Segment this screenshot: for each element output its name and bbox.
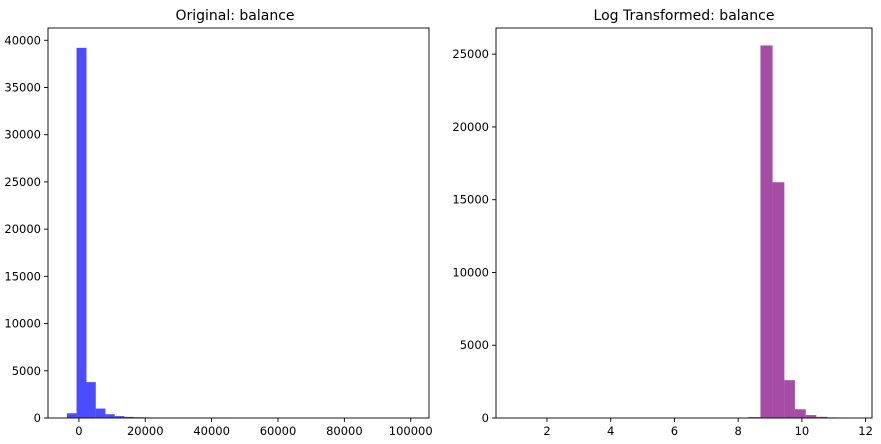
log-transformed-balance-chart: Log Transformed: balance 2 4 6 8 10 12 0 5000 1… bbox=[452, 8, 873, 438]
y-tick-label: 10000 bbox=[452, 265, 489, 279]
x-axis-ticks: 2 4 6 8 10 12 bbox=[543, 418, 873, 438]
x-tick-label: 10 bbox=[795, 424, 810, 438]
x-tick-label: 4 bbox=[607, 424, 614, 438]
y-tick-label: 20000 bbox=[4, 222, 41, 236]
y-tick-label: 0 bbox=[482, 411, 489, 425]
histogram-bar bbox=[816, 416, 828, 418]
x-tick-label: 60000 bbox=[260, 424, 297, 438]
histogram-bar bbox=[784, 380, 795, 418]
histogram-bar bbox=[76, 47, 87, 418]
original-balance-chart: Original: balance 0 20000 40000 60000 80000 1… bbox=[4, 8, 432, 438]
y-axis-ticks: 0 5000 10000 15000 20000 25000 30000 35000 40000 bbox=[4, 33, 48, 425]
y-tick-label: 40000 bbox=[4, 33, 41, 47]
chart-title: Original: balance bbox=[175, 8, 294, 24]
axes-frame bbox=[47, 27, 430, 419]
x-tick-label: 12 bbox=[858, 424, 873, 438]
x-tick-label: 100000 bbox=[389, 424, 433, 438]
y-axis-ticks: 0 5000 10000 15000 20000 25000 bbox=[452, 47, 496, 425]
y-tick-label: 15000 bbox=[4, 269, 41, 283]
y-tick-label: 5000 bbox=[460, 338, 489, 352]
histogram-bar bbox=[66, 413, 77, 418]
x-axis-ticks: 0 20000 40000 60000 80000 100000 bbox=[75, 418, 433, 438]
y-tick-label: 25000 bbox=[452, 47, 489, 61]
histogram-bar bbox=[805, 415, 817, 418]
y-tick-label: 10000 bbox=[4, 317, 41, 331]
y-tick-label: 0 bbox=[34, 411, 41, 425]
histogram-bar bbox=[124, 416, 134, 418]
y-tick-label: 15000 bbox=[452, 193, 489, 207]
chart-title: Log Transformed: balance bbox=[594, 8, 775, 24]
histogram-bar bbox=[760, 45, 773, 419]
y-tick-label: 20000 bbox=[452, 120, 489, 134]
histogram-bar bbox=[114, 416, 125, 418]
x-tick-label: 20000 bbox=[127, 424, 164, 438]
histogram-bar bbox=[86, 382, 96, 418]
y-tick-label: 30000 bbox=[4, 128, 41, 142]
histogram-bar bbox=[95, 408, 106, 418]
x-tick-label: 2 bbox=[543, 424, 550, 438]
x-tick-label: 0 bbox=[75, 424, 82, 438]
histogram-bar bbox=[105, 414, 115, 418]
histogram-bars bbox=[747, 45, 849, 419]
x-tick-label: 80000 bbox=[326, 424, 363, 438]
x-tick-label: 8 bbox=[735, 424, 742, 438]
x-tick-label: 40000 bbox=[193, 424, 230, 438]
y-tick-label: 5000 bbox=[12, 364, 41, 378]
y-tick-label: 25000 bbox=[4, 175, 41, 189]
axes-frame bbox=[495, 27, 873, 419]
y-tick-label: 35000 bbox=[4, 80, 41, 94]
histogram-bar bbox=[772, 182, 785, 418]
histogram-bar bbox=[794, 409, 806, 418]
x-tick-label: 6 bbox=[671, 424, 678, 438]
